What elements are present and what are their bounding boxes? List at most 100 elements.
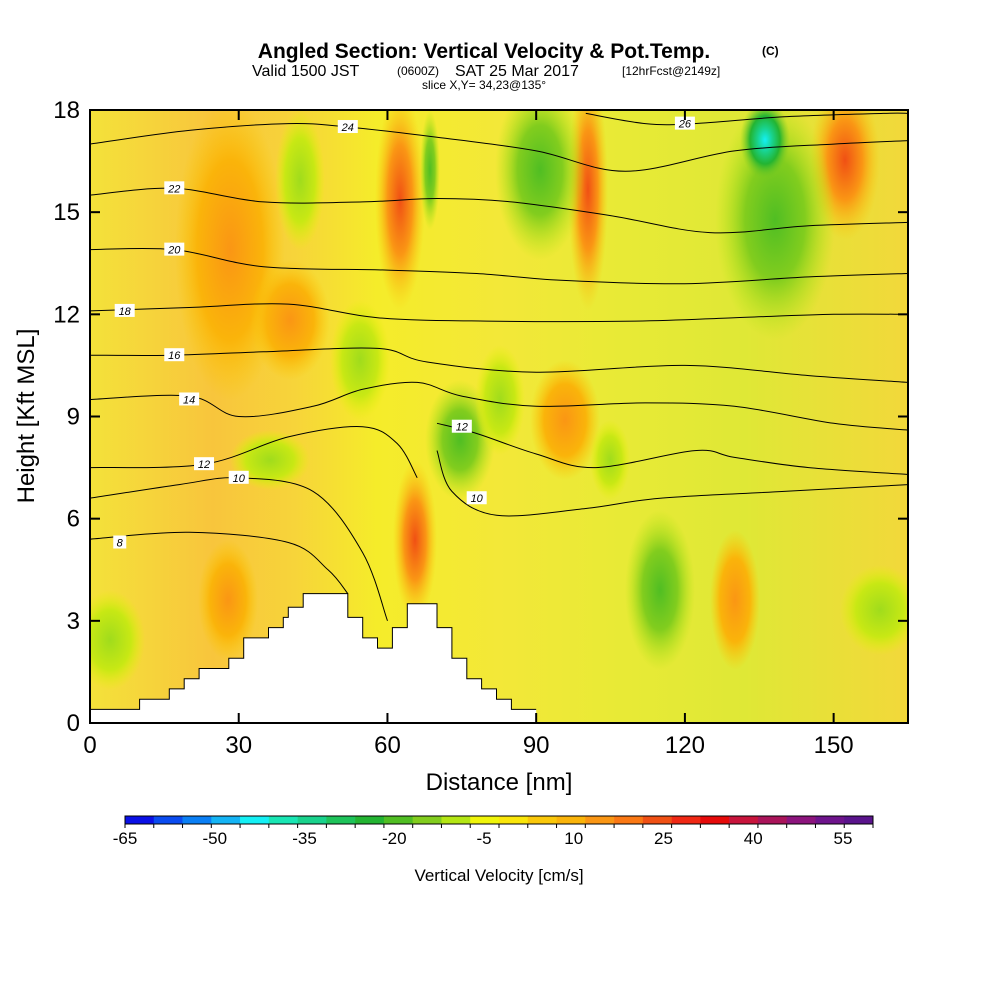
contour-label-bg	[164, 242, 185, 256]
heatmap-green-blob	[625, 510, 695, 670]
colorbar-swatch	[556, 816, 586, 824]
contour-label-10: 10	[228, 470, 249, 485]
contour-label-text: 12	[198, 459, 210, 471]
contour-label-text: 22	[167, 183, 180, 195]
vertical-velocity-heatmap	[90, 110, 908, 723]
x-tick-label: 90	[523, 732, 550, 759]
colorbar-swatch	[326, 816, 356, 824]
theta-contour-18	[90, 303, 908, 323]
contour-label-bg	[164, 348, 185, 362]
y-axis-label: Height [Kft MSL]	[13, 329, 40, 504]
title-block: Angled Section: Vertical Velocity & Pot.…	[252, 40, 779, 92]
theta-contour-12	[436, 422, 908, 475]
contour-label-text: 12	[456, 422, 468, 434]
contour-label-text: 8	[117, 538, 124, 550]
theta-contour-20	[90, 247, 908, 285]
chart-title: Angled Section: Vertical Velocity & Pot.…	[258, 40, 710, 63]
colorbar-swatch	[499, 816, 529, 824]
y-tick-label: 18	[53, 97, 80, 124]
colorbar: -65 -50 -35 -20 -5 10 25 40 55	[113, 815, 874, 848]
colorbar-tick-label: -50	[202, 829, 227, 848]
contour-label-14: 14	[179, 392, 200, 406]
theta-contour-24	[90, 123, 908, 172]
colorbar-tick-label: 10	[564, 829, 583, 848]
colorbar-tick-label: -5	[476, 829, 491, 848]
heatmap-lightgreen-blob	[475, 345, 525, 455]
heatmap-green-blob	[420, 110, 440, 230]
contour-label-bg	[113, 535, 127, 549]
contour-label-text: 14	[183, 394, 195, 406]
heatmap-green-blob	[495, 110, 585, 260]
colorbar-swatch	[844, 816, 874, 824]
colorbar-swatch	[240, 816, 270, 824]
colorbar-swatch	[297, 816, 327, 824]
colorbar-tick-label: 40	[744, 829, 763, 848]
y-tick-label: 3	[67, 608, 80, 635]
axes: 0 30 60 90 120 150 0 3 6 9 12 15 18	[53, 97, 908, 759]
colorbar-swatch	[671, 816, 701, 824]
y-tick-label: 15	[53, 199, 80, 226]
x-tick-label: 120	[665, 732, 705, 759]
contour-label-bg	[451, 419, 472, 433]
heatmap-lightgreen-blob	[230, 430, 310, 490]
contour-label-bg	[674, 116, 695, 130]
contour-label-text: 10	[471, 493, 484, 505]
heatmap-lightgreen-blob	[590, 420, 630, 500]
chart-subtitle-forecast: [12hrFcst@2149z]	[622, 64, 720, 78]
terrain	[89, 593, 537, 723]
colorbar-swatch	[527, 816, 557, 824]
pot-temp-contours	[90, 112, 908, 621]
contour-label-20: 20	[164, 242, 185, 257]
colorbar-tick-label: -20	[382, 829, 407, 848]
colorbar-tick-label: 25	[654, 829, 673, 848]
x-tick-label: 30	[225, 732, 252, 759]
theta-contour-16	[90, 347, 908, 383]
heatmap-hot-blob	[375, 110, 425, 310]
theta-contour-14	[90, 381, 908, 431]
colorbar-swatch	[153, 816, 183, 824]
colorbar-swatch	[441, 816, 471, 824]
contour-label-22: 22	[164, 181, 185, 195]
colorbar-swatch	[815, 816, 845, 824]
contour-label-bg	[179, 392, 200, 406]
contour-label-text: 16	[168, 350, 181, 362]
contour-label-24: 24	[337, 120, 358, 134]
heatmap-lightgreen-blob	[330, 300, 390, 420]
y-tick-label: 9	[67, 404, 80, 431]
colorbar-swatch	[786, 816, 816, 824]
contour-label-bg	[466, 491, 487, 505]
heatmap-lightgreen-blob	[90, 590, 145, 690]
contour-label-text: 20	[167, 245, 181, 257]
contour-label-18: 18	[114, 303, 135, 318]
contour-label-8: 8	[113, 535, 127, 550]
contour-label-16: 16	[164, 348, 185, 362]
theta-contour-10	[436, 450, 908, 517]
contour-label-text: 10	[233, 473, 246, 485]
theta-contour-12	[90, 426, 418, 479]
heatmap-warm-blob	[250, 260, 330, 380]
contour-label-bg	[114, 303, 135, 317]
heatmap-warm-blob	[710, 530, 760, 670]
x-tick-label: 0	[83, 732, 96, 759]
x-axis-label: Distance [nm]	[426, 769, 573, 796]
colorbar-swatch	[585, 816, 615, 824]
colorbar-swatch	[125, 816, 155, 824]
theta-contour-8	[90, 531, 349, 594]
contour-label-10: 10	[466, 491, 487, 505]
y-tick-label: 0	[67, 710, 80, 737]
chart-slice-info: slice X,Y= 34,23@135°	[422, 78, 546, 92]
colorbar-swatch	[729, 816, 759, 824]
heatmap-cyan-blob	[740, 110, 790, 180]
heatmap-warm-blob	[530, 360, 600, 480]
terrain-fill	[90, 593, 537, 723]
colorbar-swatch	[355, 816, 385, 824]
x-tick-label: 150	[814, 732, 854, 759]
colorbar-swatch	[182, 816, 212, 824]
y-tick-label: 6	[67, 506, 80, 533]
colorbar-swatch	[700, 816, 730, 824]
colorbar-swatch	[211, 816, 241, 824]
x-tick-label: 60	[374, 732, 401, 759]
heatmap-hot-blob	[393, 460, 437, 620]
contour-label-26: 26	[674, 116, 695, 131]
